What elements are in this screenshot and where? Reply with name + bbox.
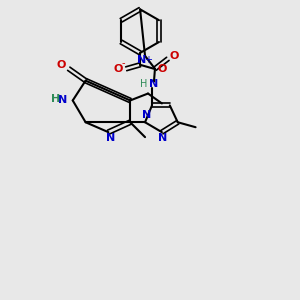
- Text: N: N: [158, 133, 167, 143]
- Text: +: +: [144, 55, 152, 65]
- Text: N: N: [149, 79, 159, 88]
- Text: N: N: [142, 110, 152, 120]
- Text: N: N: [58, 95, 68, 106]
- Text: O: O: [56, 60, 65, 70]
- Text: N: N: [137, 55, 147, 65]
- Text: O: O: [169, 51, 178, 61]
- Text: H: H: [51, 94, 61, 104]
- Text: N: N: [106, 133, 115, 143]
- Text: -: -: [122, 58, 125, 68]
- Text: O: O: [157, 64, 167, 74]
- Text: H: H: [140, 79, 148, 88]
- Text: O: O: [114, 64, 123, 74]
